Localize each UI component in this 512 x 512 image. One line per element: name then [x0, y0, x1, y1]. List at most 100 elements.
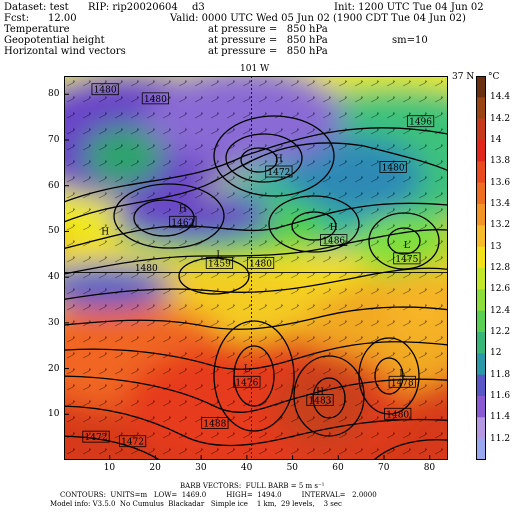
colorbar-label: 13 [490, 241, 502, 252]
pressure-center-marker: L [404, 241, 410, 251]
height-value-label: 1472 [82, 430, 110, 443]
center-crosshair [64, 76, 448, 460]
svg-text:1476: 1476 [235, 378, 258, 388]
x-tick-label: 20 [149, 463, 161, 473]
colorbar-label: 12.2 [490, 327, 511, 337]
y-tick-label: 20 [48, 363, 60, 374]
colorbar-label: 14.4 [490, 92, 511, 103]
pressure-center-marker: L [244, 365, 250, 375]
svg-text:1472: 1472 [267, 168, 290, 178]
svg-text:1459: 1459 [208, 259, 231, 269]
height-value-label: 1476 [233, 375, 261, 388]
valid-time-label: Valid: 0000 UTC Wed 05 Jun 02 (1900 CDT … [170, 13, 466, 24]
domain-id-label: d3 [192, 2, 205, 13]
x-tick-label: 80 [423, 463, 436, 473]
height-value-label: 1480 [379, 161, 407, 173]
colorbar-label: 13.2 [490, 220, 511, 231]
svg-text:L: L [399, 369, 405, 379]
field-name-3: Horizontal wind vectors [4, 46, 126, 57]
colorbar-swatch [476, 246, 486, 269]
x-tick-label: 10 [103, 463, 116, 473]
colorbar-swatch [476, 97, 486, 120]
svg-text:1480: 1480 [135, 264, 158, 274]
height-value-label: 1496 [406, 115, 435, 128]
field-level-2: at pressure = 850 hPa [208, 35, 328, 46]
colorbar-label: 11.8 [490, 369, 511, 380]
colorbar-label: 13.4 [490, 199, 511, 209]
longitude-label: 101 W [240, 64, 270, 74]
height-value-label: 1480 [141, 92, 170, 105]
pressure-center-marker: L [216, 250, 222, 260]
y-tick-label: 70 [48, 135, 60, 145]
colorbar-label: 11.6 [490, 391, 511, 401]
colorbar-swatch [476, 182, 486, 205]
x-tick-label: 50 [286, 463, 299, 473]
field-level-1: at pressure = 850 hPa [208, 24, 328, 35]
x-tick-label: 30 [195, 463, 207, 473]
svg-text:1480: 1480 [386, 410, 409, 420]
pressure-center-marker: H [316, 387, 324, 397]
svg-text:H: H [330, 223, 338, 233]
colorbar-swatch [476, 118, 486, 141]
pressure-center-marker: L [399, 369, 405, 379]
height-value-label: 1462 [169, 215, 197, 228]
colorbar-swatch [476, 353, 486, 376]
colorbar-swatch [476, 332, 486, 354]
colorbar-label: 12.8 [490, 263, 511, 273]
svg-text:1480: 1480 [249, 259, 272, 269]
fcst-label: Fcst: [4, 13, 30, 24]
pressure-center-marker: H [101, 227, 109, 237]
pressure-center-marker: H [179, 205, 187, 215]
colorbar-label: 13.6 [490, 177, 511, 188]
pressure-center-marker: H [330, 223, 338, 233]
colorbar-swatch [476, 161, 486, 184]
contour-info: CONTOURS: UNITS=m LOW= 1469.0 HIGH= 1494… [60, 491, 377, 499]
svg-text:H: H [179, 205, 187, 215]
colorbar-label: 12.4 [490, 305, 511, 316]
svg-text:H: H [316, 387, 324, 397]
y-tick-label: 80 [48, 89, 60, 100]
barb-legend: BARB VECTORS: FULL BARB = 5 m s⁻¹ [180, 482, 325, 490]
height-value-label: 1480 [246, 257, 275, 269]
colorbar-label: 14.2 [490, 113, 511, 124]
svg-text:1478: 1478 [391, 378, 414, 388]
colorbar-label: 11.4 [490, 412, 511, 423]
height-value-label: 1488 [201, 417, 229, 429]
x-tick-label: 40 [240, 463, 253, 473]
colorbar-swatch [476, 310, 486, 333]
model-info: Model info: V3.5.0 No Cumulus Blackadar … [50, 500, 342, 508]
colorbar-unit: °C [488, 72, 500, 82]
colorbar-swatch [476, 396, 486, 418]
latitude-label: 37 N [452, 72, 475, 82]
colorbar-label: 12 [490, 348, 502, 359]
colorbar-swatch [476, 289, 486, 312]
svg-text:1480: 1480 [94, 86, 117, 96]
colorbar-swatch [476, 225, 486, 248]
pressure-center-marker: H [275, 154, 283, 164]
wind-barbs [64, 76, 448, 460]
svg-text:1472: 1472 [85, 433, 108, 443]
field-name-2: Geopotential height [4, 35, 105, 46]
rip-label: RIP: rip20020604 [88, 2, 178, 13]
colorbar-swatch [476, 76, 486, 98]
y-tick-label: 50 [48, 226, 60, 237]
x-tick-label: 60 [332, 463, 344, 473]
colorbar-swatch [476, 204, 486, 226]
axis-ticks [64, 93, 431, 460]
svg-text:1480: 1480 [144, 95, 167, 105]
x-tick-label: 70 [378, 463, 390, 473]
field-level-3: at pressure = 850 hPa [208, 46, 328, 57]
colorbar-swatch [476, 417, 486, 440]
svg-text:1462: 1462 [171, 218, 194, 228]
colorbar-swatch [476, 374, 486, 397]
y-tick-label: 30 [48, 317, 60, 328]
colorbar-swatch [476, 438, 486, 460]
svg-text:1483: 1483 [309, 397, 332, 407]
height-contours [64, 115, 448, 460]
y-tick-label: 60 [48, 180, 60, 191]
colorbar-label: 12.6 [490, 284, 511, 295]
height-value-label: 1486 [320, 234, 348, 247]
colorbar-label: 11.2 [490, 433, 511, 444]
